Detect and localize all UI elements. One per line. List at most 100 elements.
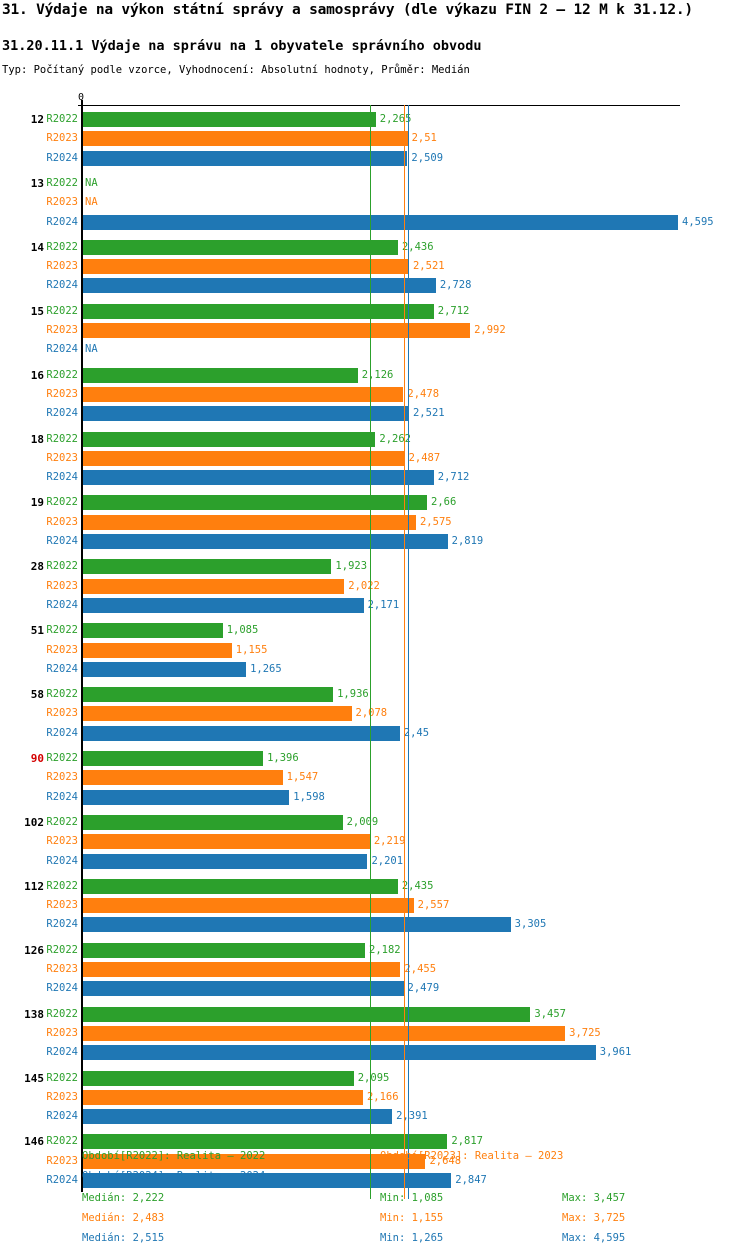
bar-r2024[interactable] <box>82 150 408 166</box>
bar-r2023[interactable] <box>82 386 404 402</box>
bar-r2022[interactable] <box>82 112 376 127</box>
bar-r2023[interactable] <box>82 259 409 275</box>
bar-value-label: 2,435 <box>401 879 434 892</box>
chart-row: R2024 2,712 <box>0 468 750 487</box>
axis-tick-zero <box>81 100 83 106</box>
bar-value-label: 2,712 <box>437 304 470 317</box>
bar-r2024[interactable] <box>82 1173 452 1188</box>
bar-r2022[interactable] <box>82 431 376 447</box>
bar-r2023[interactable] <box>82 1153 426 1169</box>
bar-value-label: 2,66 <box>431 496 457 509</box>
bar-r2023[interactable] <box>82 962 401 977</box>
median-line-r2022 <box>370 105 372 1200</box>
bar-value-label: 3,725 <box>569 1026 601 1039</box>
bar-r2024[interactable] <box>82 406 409 422</box>
bar-r2023[interactable] <box>82 642 232 658</box>
bar-r2022[interactable] <box>82 1070 354 1086</box>
bar-value-label: 2,166 <box>366 1090 399 1103</box>
bar-r2024[interactable] <box>82 917 511 933</box>
group-label: 146 <box>24 1135 44 1149</box>
bar-r2024[interactable] <box>82 981 404 997</box>
chart-row: R2024 2,45 <box>0 724 750 743</box>
group-label: 19 <box>30 496 44 510</box>
bar-r2024[interactable] <box>82 597 364 613</box>
group-label: 112 <box>24 879 44 893</box>
bar-r2024[interactable] <box>82 853 368 869</box>
bar-value-label: 2,436 <box>401 240 434 253</box>
min-stat-r2023: Min: 1,155 <box>380 1212 444 1224</box>
bar-r2023[interactable] <box>82 898 414 914</box>
bar-r2024[interactable] <box>82 534 448 549</box>
bar-r2023[interactable] <box>82 131 408 147</box>
chart-row: R2023 2,521 <box>0 257 750 276</box>
bar-r2024[interactable] <box>82 789 290 805</box>
bar-r2022[interactable] <box>82 942 366 958</box>
bar-r2023[interactable] <box>82 1089 363 1105</box>
bar-r2024[interactable] <box>82 278 436 294</box>
chart-row: R2024 4,595 <box>0 213 750 232</box>
chart-row: R2024 NA <box>0 340 750 359</box>
bar-r2023[interactable] <box>82 578 345 594</box>
bar-r2023[interactable] <box>82 514 416 530</box>
bar-r2022[interactable] <box>82 559 332 575</box>
legend-item-r2022[interactable]: Období[R2022]: Realita – 2022 <box>82 1150 266 1162</box>
bar-value-label: 3,305 <box>514 918 547 931</box>
bar-value-label: 2,509 <box>411 151 444 164</box>
bar-r2022[interactable] <box>82 367 358 383</box>
legend-item-r2024[interactable]: Období[R2024]: Realita – 2024 <box>82 1170 266 1182</box>
chart-row: R2024 2,391 <box>0 1107 750 1126</box>
bar-value-label: 2,648 <box>429 1154 462 1167</box>
chart-row: 126 R2022 2,182 <box>0 941 750 960</box>
bar-r2024[interactable] <box>82 725 400 741</box>
chart-row: R2024 2,479 <box>0 979 750 998</box>
group-label: 14 <box>30 240 44 254</box>
bar-r2022[interactable] <box>82 878 398 894</box>
bar-r2022[interactable] <box>82 1134 448 1150</box>
bar-r2022[interactable] <box>82 303 434 319</box>
bar-r2024[interactable] <box>82 1109 393 1125</box>
bar-r2024[interactable] <box>82 214 678 230</box>
bar-value-label: 1,085 <box>226 624 259 637</box>
chart-row: R2024 3,305 <box>0 915 750 934</box>
bar-value-label: 1,923 <box>335 560 368 573</box>
bar-value-label: 2,847 <box>455 1174 487 1186</box>
chart-row: R2024 2,847 <box>0 1171 750 1190</box>
legend-item-r2023[interactable]: Období[R2023]: Realita – 2023 <box>380 1150 564 1162</box>
bar-r2022[interactable] <box>82 751 264 766</box>
bar-value-label: 2,817 <box>451 1135 483 1148</box>
chart-row: R2023 2,219 <box>0 832 750 851</box>
bar-r2024[interactable] <box>82 661 247 677</box>
bar-value-label: 2,819 <box>451 535 484 547</box>
series-label-r2024: R2024 <box>46 407 78 420</box>
series-label-r2023: R2023 <box>46 260 78 273</box>
median-stat-r2024: Medián: 2,515 <box>82 1232 165 1244</box>
chart-row: R2024 2,728 <box>0 276 750 295</box>
bar-r2022[interactable] <box>82 623 223 639</box>
bar-r2023[interactable] <box>82 834 370 850</box>
group-label: 16 <box>30 368 44 382</box>
bar-r2023[interactable] <box>82 323 471 338</box>
bar-r2024[interactable] <box>82 1045 596 1061</box>
chart-row: R2023 2,478 <box>0 385 750 404</box>
bar-r2023[interactable] <box>82 1025 566 1041</box>
series-label-r2022: R2022 <box>46 1071 78 1084</box>
bar-r2023[interactable] <box>82 770 283 786</box>
bar-value-label: 2,095 <box>357 1071 390 1084</box>
bar-r2022[interactable] <box>82 687 334 703</box>
bar-r2022[interactable] <box>82 495 428 511</box>
series-label-r2024: R2024 <box>46 151 78 164</box>
bar-r2022[interactable] <box>82 239 398 255</box>
series-label-r2023: R2023 <box>46 515 78 528</box>
chart-row: 28 R2022 1,923 <box>0 557 750 576</box>
bar-value-label: 2,171 <box>367 598 400 611</box>
bar-r2023[interactable] <box>82 450 405 466</box>
bar-r2022[interactable] <box>82 1006 531 1022</box>
group-label: 12 <box>30 113 44 126</box>
bar-r2024[interactable] <box>82 470 434 486</box>
chart-row: 145 R2022 2,095 <box>0 1069 750 1088</box>
bar-r2023[interactable] <box>82 706 352 722</box>
bar-value-label: 2,487 <box>408 451 441 464</box>
series-label-r2022: R2022 <box>46 1007 78 1020</box>
bar-r2022[interactable] <box>82 814 343 830</box>
chart-row: R2023 2,455 <box>0 960 750 979</box>
